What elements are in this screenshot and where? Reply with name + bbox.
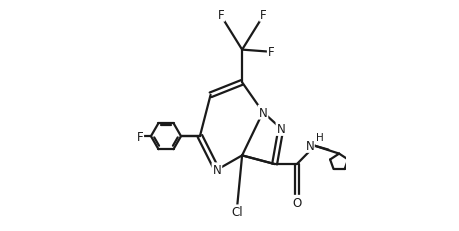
Text: N: N	[305, 140, 313, 153]
Text: F: F	[259, 9, 266, 22]
Text: N: N	[212, 164, 221, 176]
Text: O: O	[291, 196, 301, 209]
Text: F: F	[217, 9, 224, 22]
Text: F: F	[267, 46, 274, 59]
Text: N: N	[258, 106, 267, 119]
Text: N: N	[276, 122, 285, 135]
Text: F: F	[136, 130, 143, 143]
Text: Cl: Cl	[231, 206, 242, 219]
Text: H: H	[315, 133, 323, 143]
